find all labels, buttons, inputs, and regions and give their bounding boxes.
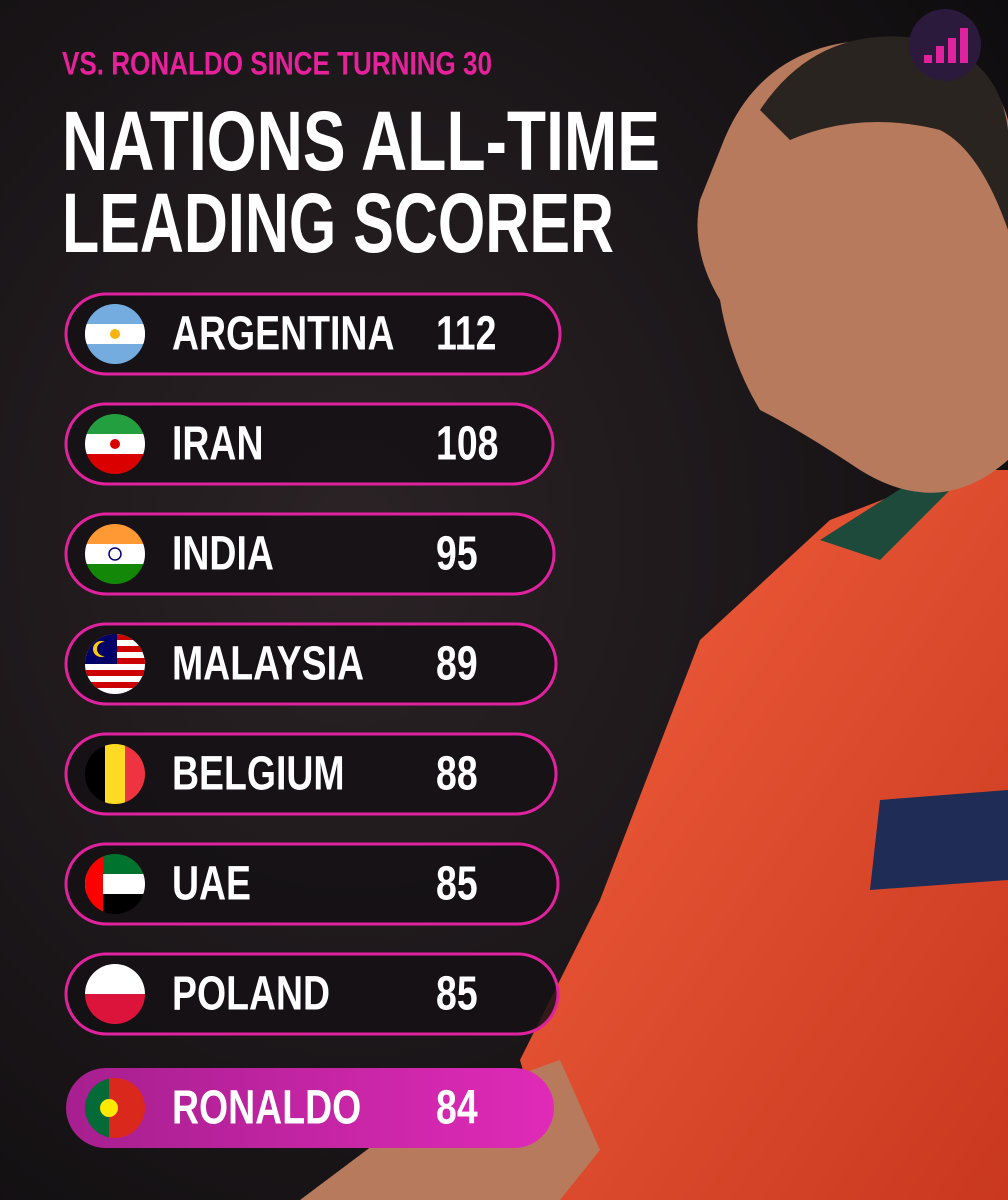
flag [85,414,145,474]
row: RONALDO 84 [66,1068,554,1148]
row-pill [64,622,558,706]
row-pill [66,1068,554,1148]
flag [85,854,145,914]
row: MALAYSIA 89 [64,622,558,706]
row-name: POLAND [172,967,330,1021]
row-goals: 85 [436,967,478,1021]
row-name: BELGIUM [172,747,345,801]
row-name: INDIA [172,527,274,581]
row-goals: 108 [436,417,498,471]
row-pill [64,732,558,816]
flag [85,524,145,584]
row-goals: 112 [436,307,496,361]
flag [85,964,145,1024]
player-photo [300,36,1008,1200]
row-name: IRAN [172,417,263,471]
row-name: ARGENTINA [172,307,394,361]
flag [85,634,145,694]
row-goals: 95 [436,527,478,581]
row: ARGENTINA 112 [64,292,562,376]
row: INDIA 95 [64,512,556,596]
row-goals: 88 [436,747,478,801]
row-name: RONALDO [172,1081,361,1135]
row-goals: 84 [436,1081,478,1135]
row: UAE 85 [64,842,560,926]
row-goals: 85 [436,857,478,911]
row-goals: 89 [436,637,478,691]
row-pill [64,842,560,926]
logo [909,9,981,81]
flag [85,1078,145,1138]
row-pill [64,292,562,376]
row-pill [64,512,556,596]
row-pill [64,952,560,1036]
title-line: NATIONS ALL-TIME [62,94,660,188]
row-name: MALAYSIA [172,637,364,691]
flag [85,744,145,804]
title-line: LEADING SCORER [62,176,614,270]
subtitle: VS. RONALDO SINCE TURNING 30 [62,45,492,81]
row-pill [64,402,555,486]
flag [85,304,145,364]
row: POLAND 85 [64,952,560,1036]
row: IRAN 108 [64,402,555,486]
row: BELGIUM 88 [64,732,558,816]
row-name: UAE [172,857,251,911]
